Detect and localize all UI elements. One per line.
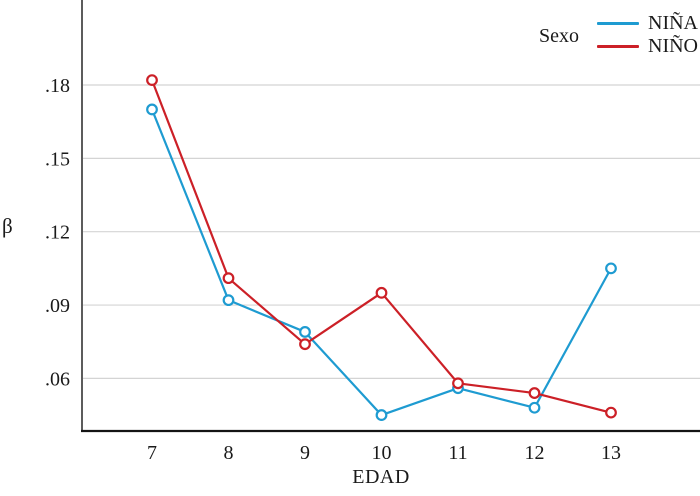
series-marker-nina: [375, 409, 388, 421]
x-tick-label: 11: [448, 442, 467, 464]
series-marker-nino: [299, 338, 311, 351]
x-tick-label: 10: [372, 442, 392, 464]
x-tick-label: 12: [525, 442, 545, 464]
legend-item-nina: NIÑA: [597, 12, 698, 34]
series-marker-nina: [299, 326, 311, 338]
legend-items: NIÑA NIÑO: [597, 12, 698, 57]
legend: Sexo NIÑA NIÑO: [539, 12, 698, 57]
y-tick-label: .09: [45, 295, 70, 317]
legend-title: Sexo: [539, 25, 579, 47]
y-axis-title: β: [2, 214, 13, 238]
series-marker-nina: [222, 294, 235, 307]
y-tick-label: .12: [45, 222, 70, 244]
x-axis-title: EDAD: [352, 466, 410, 488]
series-marker-nino: [452, 377, 464, 390]
series-marker-nina: [528, 401, 541, 414]
x-tick-label: 9: [300, 442, 310, 464]
x-tick-label: 8: [224, 442, 234, 464]
series-marker-nino: [146, 74, 158, 87]
y-tick-label: .06: [45, 368, 70, 390]
series-marker-nino: [222, 272, 235, 285]
series-marker-nino: [605, 406, 617, 419]
legend-item-label: NIÑA: [648, 11, 698, 34]
legend-item-label: NIÑO: [648, 34, 698, 57]
series-line-nina: [150, 109, 612, 417]
legend-swatch-nina: [597, 21, 639, 25]
x-tick-label: 7: [147, 442, 157, 464]
x-tick-label: 13: [601, 442, 621, 464]
legend-item-nino: NIÑO: [597, 35, 698, 57]
legend-swatch-nino: [597, 44, 639, 48]
series-marker-nina: [146, 103, 158, 116]
series-marker-nina: [605, 262, 617, 275]
series-marker-nino: [375, 286, 388, 299]
series-line-nino: [150, 79, 612, 414]
series-marker-nino: [528, 387, 541, 399]
y-tick-label: .18: [45, 75, 70, 97]
y-tick-label: .15: [45, 148, 70, 170]
